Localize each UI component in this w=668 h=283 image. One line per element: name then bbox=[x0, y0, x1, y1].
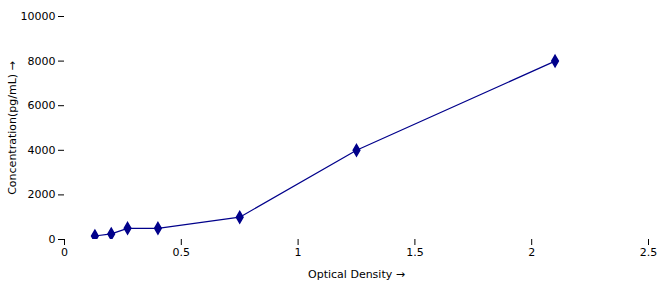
svg-text:10000: 10000 bbox=[21, 10, 56, 23]
svg-text:8000: 8000 bbox=[28, 55, 56, 68]
svg-text:1.5: 1.5 bbox=[406, 246, 424, 259]
svg-text:2.5: 2.5 bbox=[640, 246, 658, 259]
svg-text:0: 0 bbox=[49, 233, 56, 246]
svg-text:Concentration(pg/mL) →: Concentration(pg/mL) → bbox=[6, 61, 19, 195]
svg-text:2: 2 bbox=[528, 246, 535, 259]
svg-text:Optical Density →: Optical Density → bbox=[308, 268, 405, 281]
svg-text:0: 0 bbox=[61, 246, 68, 259]
svg-text:1: 1 bbox=[295, 246, 302, 259]
svg-text:4000: 4000 bbox=[28, 144, 56, 157]
svg-text:6000: 6000 bbox=[28, 99, 56, 112]
svg-text:2000: 2000 bbox=[28, 188, 56, 201]
svg-text:0.5: 0.5 bbox=[173, 246, 191, 259]
